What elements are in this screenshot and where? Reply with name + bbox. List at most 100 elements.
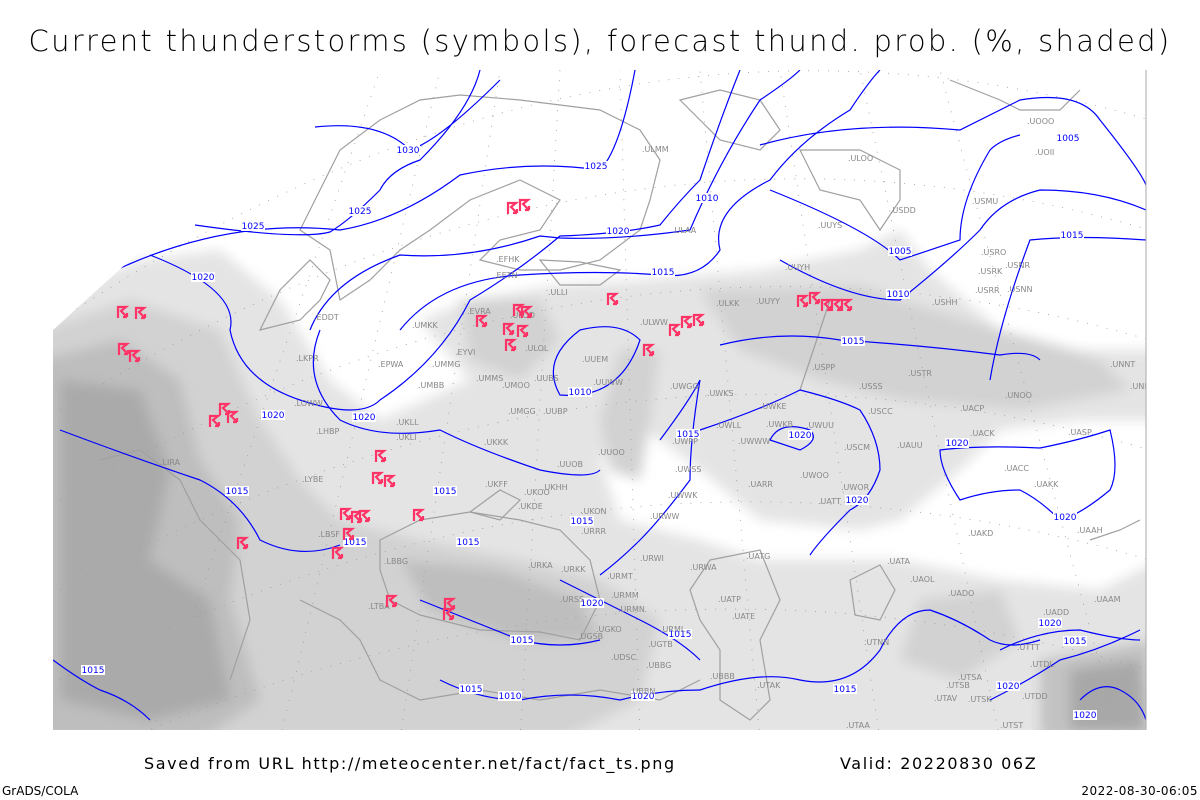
station-label: .UMKK — [412, 321, 439, 330]
station-label: .UWWK — [668, 491, 698, 500]
isobar-label: 1020 — [607, 227, 630, 237]
isobar-label: 1020 — [1054, 513, 1077, 523]
isobar-label-bg — [580, 598, 604, 608]
isobar-label-bg — [1063, 636, 1087, 646]
station-label: .USSS — [859, 382, 883, 391]
station-label: .UOII — [1035, 148, 1054, 157]
station-label: .UKDE — [518, 502, 543, 511]
isobar-label-bg — [81, 665, 105, 675]
station-label: .UAOL — [910, 575, 935, 584]
isobar-label-bg — [433, 486, 457, 496]
isobar-label-bg — [1038, 618, 1062, 628]
station-label: .EETN — [494, 271, 518, 280]
isobar-label-bg — [352, 412, 376, 422]
isobar-label: 1020 — [946, 439, 969, 449]
isobar-label-bg — [261, 410, 285, 420]
station-label: .UAUU — [897, 441, 923, 450]
isobar-label: 1015 — [511, 636, 534, 646]
isobar-label: 1015 — [834, 685, 857, 695]
station-label: .UKON — [581, 507, 607, 516]
thunderstorm-icon — [385, 594, 399, 608]
isobar-label-bg — [788, 430, 812, 440]
isobar-label: 1025 — [349, 207, 372, 217]
station-label: .ULLI — [548, 288, 568, 297]
station-label: .EYVI — [455, 348, 475, 357]
valid-time-text: Valid: 20220830 06Z — [840, 754, 1038, 773]
station-label: .UTAK — [757, 681, 781, 690]
station-label: .EFHK — [496, 255, 520, 264]
station-label: .URWI — [640, 554, 664, 563]
station-label: .URMM — [611, 591, 639, 600]
station-label: .USRR — [975, 286, 1000, 295]
station-label: .UASP — [1068, 428, 1092, 437]
isobar-label-bg — [396, 145, 420, 155]
station-label: .UAKD — [968, 529, 993, 538]
software-credit: GrADS/COLA — [2, 784, 79, 798]
isobar-label: 1020 — [353, 413, 376, 423]
isobar-label-bg — [191, 272, 215, 282]
isobar-label-bg — [1053, 512, 1077, 522]
isobar-label-bg — [348, 206, 372, 216]
station-label: .UUYH — [785, 263, 810, 272]
isobar-label: 1010 — [569, 388, 592, 398]
isobar-label: 1020 — [997, 682, 1020, 692]
isobar-label: 1015 — [226, 487, 249, 497]
isobar-label: 1015 — [669, 630, 692, 640]
station-label: .LBBG — [384, 557, 408, 566]
isobar-label: 1015 — [344, 538, 367, 548]
station-label: .URMN — [618, 605, 645, 614]
station-label: .UWOO — [800, 471, 829, 480]
station-label: .UTNN — [864, 638, 889, 647]
isobar-label: 1025 — [242, 222, 265, 232]
station-label: .UWLL — [716, 421, 742, 430]
station-label: .UBBB — [710, 672, 735, 681]
isobar-label-bg — [888, 246, 912, 256]
station-label: .ULAA — [672, 226, 697, 235]
thunderstorm-icon — [226, 410, 240, 424]
station-label: .UACP — [960, 404, 984, 413]
station-label: .USPP — [812, 363, 835, 372]
station-label: .UMBB — [418, 381, 444, 390]
station-label: .USCM — [844, 443, 870, 452]
isobar-label-bg — [459, 684, 483, 694]
station-label: .UOOO — [1027, 117, 1054, 126]
thunderstorm-icon — [358, 509, 372, 523]
thunderstorm-icon — [442, 607, 456, 621]
station-label: .UWGG — [670, 382, 699, 391]
station-label: .EDDT — [314, 313, 339, 322]
isobar-label-bg — [1060, 230, 1084, 240]
station-label: .UWUU — [806, 421, 834, 430]
isobar-label-bg — [886, 289, 910, 299]
isobar-label: 1025 — [585, 162, 608, 172]
thunderstorm-icon — [840, 298, 854, 312]
isobar-label-bg — [456, 537, 480, 547]
station-label: .USMU — [972, 197, 998, 206]
station-label: .LOWW — [294, 399, 323, 408]
isobar-label-bg — [584, 161, 608, 171]
station-label: .UWPP — [672, 437, 698, 446]
isobar-label: 1005 — [1057, 134, 1080, 144]
station-label: .UMMS — [476, 374, 503, 383]
station-label: .UUEM — [582, 355, 608, 364]
station-label: .UUWW — [593, 378, 623, 387]
station-label: .UTTT — [1017, 643, 1040, 652]
thunderstorm-icon — [680, 315, 694, 329]
station-label: .UTSA — [958, 673, 983, 682]
thunderstorm-icon — [208, 414, 222, 428]
thunderstorm-icon — [518, 198, 532, 212]
station-label: .ULMM — [642, 145, 669, 154]
station-label: .UTSK — [968, 695, 992, 704]
isobar-label: 1020 — [581, 599, 604, 609]
isobars — [53, 70, 1146, 721]
station-label: .EPWA — [378, 360, 404, 369]
isobar-label: 1010 — [696, 194, 719, 204]
isobar-label: 1015 — [434, 487, 457, 497]
station-label: .ULOO — [848, 154, 873, 163]
thunderstorm-icon — [808, 291, 822, 305]
station-label: .UNOO — [1005, 391, 1032, 400]
station-label: .UUBP — [543, 407, 568, 416]
station-label: .UDSC — [611, 653, 637, 662]
station-label: .UTDL — [1030, 660, 1054, 669]
thunderstorm-icon — [692, 313, 706, 327]
